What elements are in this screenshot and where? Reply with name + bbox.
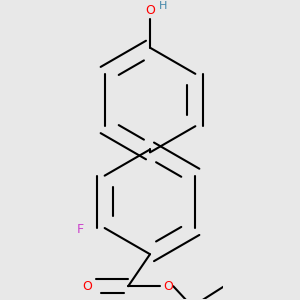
Text: O: O [82, 280, 92, 293]
Text: O: O [163, 280, 173, 293]
Text: H: H [159, 1, 167, 11]
Text: F: F [77, 223, 84, 236]
Text: O: O [145, 4, 155, 17]
